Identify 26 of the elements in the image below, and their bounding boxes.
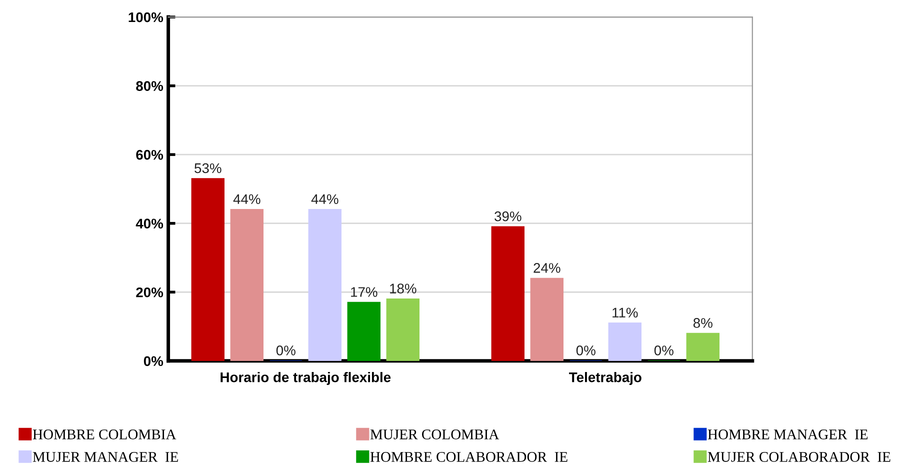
y-tick-label: 100% (128, 12, 164, 22)
data-label: 24% (534, 263, 560, 273)
y-tick-label: 60% (136, 150, 164, 160)
legend-label: MUJER COLABORADOR IE (708, 452, 890, 462)
legend-label: MUJER COLOMBIA (370, 430, 500, 440)
data-label: 8% (693, 318, 712, 328)
data-label: 18% (390, 284, 416, 294)
data-label: 0% (576, 346, 596, 356)
data-label: 17% (351, 287, 378, 297)
x-tick-label: Teletrabajo (569, 372, 642, 385)
data-label: 11% (612, 308, 638, 318)
data-label: 44% (311, 194, 338, 204)
legend-label: HOMBRE COLABORADOR IE (370, 452, 568, 462)
y-tick-label: 80% (136, 81, 164, 91)
data-label: 0% (654, 346, 674, 356)
legend-label: MUJER MANAGER IE (32, 452, 178, 462)
y-tick-label: 20% (136, 287, 164, 298)
data-label: 53% (194, 163, 222, 174)
data-label: 44% (233, 194, 260, 204)
y-tick-label: 0% (144, 356, 164, 366)
data-label: 39% (494, 211, 522, 222)
legend-label: HOMBRE COLOMBIA (32, 430, 176, 440)
x-tick-label: Horario de trabajo flexible (220, 372, 391, 385)
legend-label: HOMBRE MANAGER IE (708, 430, 868, 440)
data-label: 0% (276, 346, 296, 356)
y-tick-label: 40% (136, 218, 164, 229)
